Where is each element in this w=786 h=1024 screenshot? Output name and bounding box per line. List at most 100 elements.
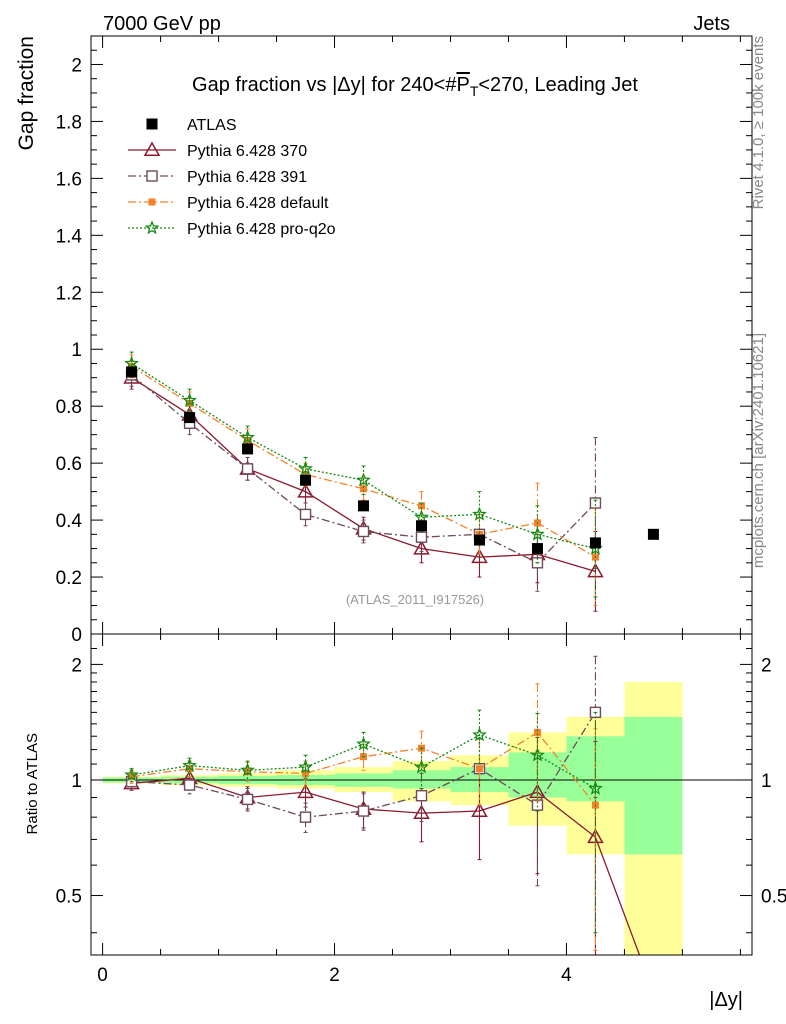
- ratio-series-pythia-6-428-pro-q2o: [124, 709, 603, 934]
- chart-title-suffix: <270, Leading Jet: [478, 74, 638, 96]
- main-line-pythia-6-428-default: [131, 365, 596, 558]
- legend-label: Pythia 6.428 370: [187, 143, 307, 160]
- ratio-point-pythia-6-428-391: [415, 789, 428, 802]
- main-point-pythia-6-428-391: [241, 463, 254, 475]
- legend-entry-pythia-6-428-391: Pythia 6.428 391: [128, 169, 307, 186]
- main-point-atlas: [531, 543, 543, 555]
- main-y-tick-label: 0.2: [56, 568, 82, 589]
- ratio-y-axis-label: Ratio to ATLAS: [24, 733, 41, 834]
- ratio-point-pythia-6-428-default: [475, 765, 483, 773]
- main-point-pythia-6-428-default: [418, 502, 425, 510]
- main-series-pythia-6-428-default: [128, 354, 599, 607]
- ratio-line-pythia-6-428-370: [131, 777, 641, 955]
- ratio-point-pythia-6-428-default: [302, 769, 310, 777]
- axis-ticks: 0 0.2 0.4 0.6 0.8 1 1.2 1.4 1.6 1.8 2 0 2 4 0.5 0.5 1 1 2 2: [56, 36, 786, 986]
- chart-title-prefix: Gap fraction vs |Δy| for 240<#: [192, 74, 457, 96]
- legend: ATLAS Pythia 6.428 370 Pythia 6.428 391 Pyt…: [128, 117, 336, 238]
- ratio-point-pythia-6-428-391: [299, 811, 312, 823]
- ratio-point-pythia-6-428-pro-q2o: [298, 759, 313, 774]
- main-point-atlas: [416, 520, 427, 532]
- main-y-axis-label: Gap fraction: [15, 36, 38, 150]
- main-point-atlas: [184, 412, 196, 424]
- analysis-tag: (ATLAS_2011_I917526): [346, 592, 484, 607]
- ratio-line-pythia-6-428-default: [131, 731, 596, 806]
- chart-title-symbol: P: [456, 74, 469, 96]
- header-left: 7000 GeV pp: [103, 13, 221, 35]
- main-y-tick-label: 0.4: [56, 511, 83, 532]
- main-point-pythia-6-428-370: [297, 483, 314, 498]
- rivet-version-label: Rivet 4.1.0, ≥ 100k events: [750, 36, 767, 209]
- ratio-y-tick-label-left: 2: [71, 655, 82, 676]
- ratio-point-pythia-6-428-pro-q2o: [240, 762, 255, 777]
- chart-title: Gap fraction vs |Δy| for 240<#PT<270, Le…: [192, 74, 638, 99]
- ratio-y-tick-label-right: 2: [761, 655, 772, 676]
- legend-label: Pythia 6.428 391: [187, 169, 307, 186]
- x-axis-label: |Δy|: [709, 989, 743, 1011]
- ratio-point-pythia-6-428-370: [471, 802, 488, 818]
- legend-entry-pythia-6-428-370: Pythia 6.428 370: [128, 141, 307, 160]
- ratio-point-pythia-6-428-391: [183, 779, 196, 791]
- main-point-pythia-6-428-391: [589, 497, 602, 509]
- legend-label: Pythia 6.428 pro-q2o: [187, 221, 336, 238]
- main-y-tick-label: 0.8: [56, 397, 82, 418]
- main-point-atlas: [358, 500, 370, 512]
- main-point-atlas: [300, 474, 312, 486]
- main-point-pythia-6-428-pro-q2o: [472, 506, 487, 521]
- ratio-point-pythia-6-428-pro-q2o: [356, 736, 371, 751]
- main-point-pythia-6-428-pro-q2o: [240, 429, 255, 444]
- main-y-tick-label: 1: [71, 340, 82, 361]
- main-y-tick-label: 1.4: [56, 226, 83, 247]
- main-point-pythia-6-428-pro-q2o: [124, 355, 139, 370]
- main-point-pythia-6-428-370: [471, 548, 488, 564]
- legend-entry-pythia-6-428-default: Pythia 6.428 default: [128, 195, 329, 212]
- ratio-panel-frame: [90, 633, 753, 956]
- main-point-pythia-6-428-pro-q2o: [530, 526, 545, 541]
- ratio-point-pythia-6-428-default: [128, 773, 136, 781]
- main-plot-area: [123, 351, 659, 612]
- legend-marker-pythia-6-428-default: [148, 198, 156, 206]
- main-y-tick-label: 1.2: [56, 283, 82, 304]
- mcplots-credit-label: mcplots.cern.ch [arXiv:2401.10621]: [750, 333, 767, 568]
- legend-marker-pythia-6-428-391: [146, 170, 158, 182]
- ratio-point-pythia-6-428-default: [244, 768, 252, 776]
- ratio-point-pythia-6-428-pro-q2o: [414, 759, 429, 774]
- main-y-tick-label: 1.6: [56, 169, 82, 190]
- x-tick-label: 2: [329, 965, 340, 986]
- main-point-pythia-6-428-391: [415, 531, 428, 543]
- x-tick-label: 0: [97, 965, 108, 986]
- main-point-pythia-6-428-391: [357, 525, 370, 538]
- main-series-atlas: [126, 366, 659, 555]
- main-point-pythia-6-428-pro-q2o: [182, 392, 197, 407]
- main-point-pythia-6-428-default: [360, 485, 368, 493]
- ratio-point-pythia-6-428-pro-q2o: [530, 747, 545, 762]
- main-point-pythia-6-428-pro-q2o: [298, 461, 313, 476]
- ratio-point-pythia-6-428-pro-q2o: [472, 727, 487, 742]
- main-point-atlas: [589, 537, 601, 549]
- legend-marker-atlas: [146, 118, 158, 130]
- main-point-pythia-6-428-pro-q2o: [414, 509, 429, 524]
- ratio-point-pythia-6-428-370: [297, 783, 314, 799]
- header-right: Jets: [693, 13, 730, 35]
- ratio-point-pythia-6-428-pro-q2o: [182, 757, 197, 772]
- main-y-tick-label: 0: [71, 625, 82, 646]
- ratio-y-tick-label-right: 0.5: [761, 887, 786, 908]
- legend-label: ATLAS: [187, 117, 237, 134]
- ratio-point-pythia-6-428-pro-q2o: [124, 767, 139, 782]
- ratio-plot-area: [123, 655, 641, 955]
- main-y-tick-label: 0.6: [56, 454, 82, 475]
- main-point-atlas: [647, 528, 659, 540]
- legend-entry-atlas: ATLAS: [146, 117, 237, 134]
- ratio-point-pythia-6-428-pro-q2o: [588, 780, 603, 795]
- ratio-point-pythia-6-428-default: [533, 728, 541, 736]
- main-point-pythia-6-428-pro-q2o: [356, 472, 371, 487]
- ratio-point-pythia-6-428-391: [241, 793, 254, 806]
- main-y-tick-label: 2: [71, 55, 82, 76]
- main-point-pythia-6-428-370: [413, 540, 430, 555]
- legend-entry-pythia-6-428-pro-q2o: Pythia 6.428 pro-q2o: [128, 220, 336, 238]
- legend-marker-pythia-6-428-370: [143, 141, 161, 156]
- main-y-tick-label: 1.8: [56, 112, 82, 133]
- ratio-stat-uncertainty-band: [624, 716, 683, 855]
- ratio-y-tick-label-left: 0.5: [56, 887, 82, 908]
- ratio-y-tick-label-left: 1: [71, 771, 82, 792]
